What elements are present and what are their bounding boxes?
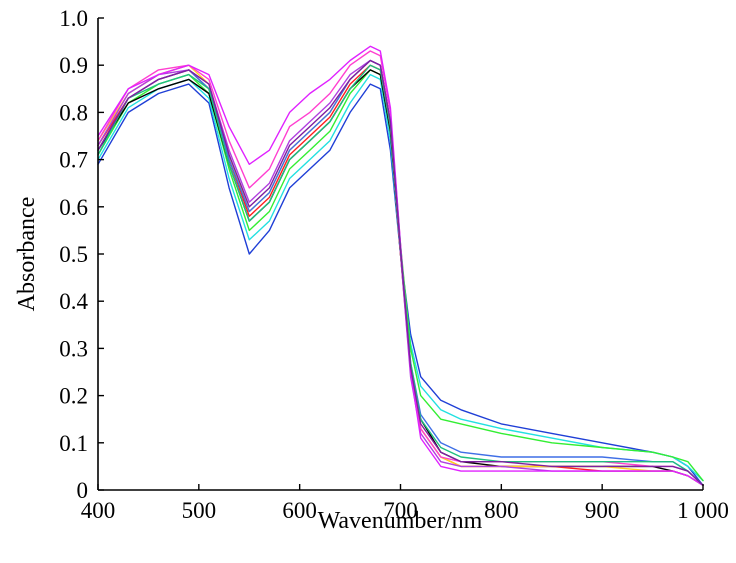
series-line-2 <box>97 73 704 482</box>
series-line-6 <box>97 59 704 486</box>
x-tick-label: 500 <box>182 498 217 523</box>
series-line-1 <box>97 83 704 486</box>
y-tick-label: 0.9 <box>59 53 88 78</box>
x-tick-label: 400 <box>81 498 116 523</box>
y-tick-label: 0.1 <box>59 431 88 456</box>
x-tick-label: 1 000 <box>677 498 729 523</box>
x-tick-label: 700 <box>383 498 418 523</box>
series-line-9 <box>97 45 704 486</box>
series-line-12 <box>97 59 704 486</box>
y-tick-label: 0.5 <box>59 242 88 267</box>
x-tick-label: 900 <box>585 498 620 523</box>
y-tick-label: 0.3 <box>59 336 88 361</box>
series-group <box>97 45 704 486</box>
plot-area: 400 500 600 700 800 900 1 000 0 0.1 0.2 0.3 0.4 0.5… <box>59 6 729 523</box>
y-tick-label: 1.0 <box>59 6 88 31</box>
series-line-4 <box>97 69 704 486</box>
y-tick-label: 0.2 <box>59 384 88 409</box>
series-line-8 <box>97 50 704 486</box>
y-tick-label: 0.8 <box>59 100 88 125</box>
x-tick-label: 600 <box>282 498 317 523</box>
series-line-10 <box>97 59 704 486</box>
series-line-11 <box>97 64 704 486</box>
y-axis-title: Absorbance <box>14 197 40 312</box>
y-tick-label: 0.4 <box>59 289 88 314</box>
series-line-5 <box>97 64 704 486</box>
y-tick-label: 0.7 <box>59 148 88 173</box>
y-tick-label: 0 <box>77 478 89 503</box>
x-axis-title: Wavenumber/nm <box>318 508 483 534</box>
y-axis-ticks: 0 0.1 0.2 0.3 0.4 0.5 0.6 0.7 0.8 0.9 1.0 <box>59 6 104 503</box>
x-tick-label: 800 <box>484 498 519 523</box>
series-line-7 <box>97 59 704 486</box>
series-line-3 <box>97 69 704 482</box>
y-tick-label: 0.6 <box>59 195 88 220</box>
x-axis-ticks: 400 500 600 700 800 900 1 000 <box>81 484 729 523</box>
